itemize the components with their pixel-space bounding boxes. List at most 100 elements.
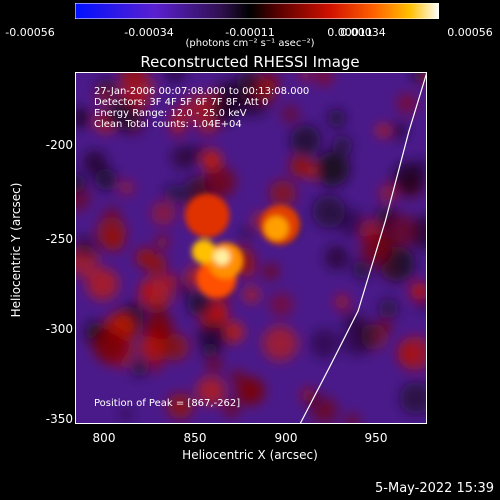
emission-blob bbox=[236, 72, 262, 96]
x-tick-label: 800 bbox=[92, 431, 116, 445]
x-tick-label: 900 bbox=[274, 431, 298, 445]
emission-blob bbox=[115, 103, 148, 135]
emission-blob bbox=[187, 290, 213, 317]
emission-blob bbox=[414, 158, 427, 172]
emission-blob bbox=[289, 156, 311, 177]
y-axis-label: Heliocentric Y (arcsec) bbox=[9, 182, 23, 318]
emission-blob bbox=[334, 294, 350, 310]
emission-blob bbox=[309, 328, 340, 359]
emission-blob bbox=[170, 119, 186, 135]
emission-blob bbox=[269, 292, 294, 317]
emission-blob bbox=[96, 216, 127, 247]
emission-blob bbox=[164, 274, 177, 286]
colorbar-tick: 0.00034 bbox=[340, 26, 386, 39]
emission-blob bbox=[180, 94, 209, 124]
emission-blob bbox=[127, 299, 147, 319]
emission-blob bbox=[204, 166, 236, 198]
emission-blob bbox=[94, 168, 118, 191]
emission-blob bbox=[376, 124, 389, 137]
y-tick-label: -200 bbox=[45, 138, 73, 152]
emission-blob bbox=[341, 325, 373, 357]
emission-blob bbox=[327, 109, 346, 128]
emission-blob bbox=[269, 179, 297, 208]
emission-blob bbox=[236, 377, 265, 406]
emission-blob bbox=[119, 72, 147, 86]
emission-blob bbox=[378, 184, 397, 203]
colorbar-tick: -0.00056 bbox=[5, 26, 55, 39]
emission-blob bbox=[83, 150, 107, 175]
emission-blob bbox=[412, 72, 427, 81]
emission-blob bbox=[262, 325, 298, 361]
emission-blob bbox=[167, 392, 194, 420]
emission-blob bbox=[263, 264, 279, 280]
emission-blob bbox=[396, 93, 418, 114]
emission-blob bbox=[290, 124, 321, 156]
source-core bbox=[185, 193, 230, 238]
y-axis: -200 -250 -300 -350 bbox=[0, 0, 73, 500]
emission-blob bbox=[229, 369, 245, 385]
emission-blob bbox=[344, 413, 360, 424]
emission-blob bbox=[170, 108, 186, 123]
emission-blob bbox=[75, 235, 97, 259]
emission-blob bbox=[163, 72, 187, 84]
emission-blob bbox=[384, 214, 417, 247]
emission-blob bbox=[390, 122, 408, 140]
emission-blob bbox=[399, 382, 427, 415]
colorbar-tick: -0.00011 bbox=[225, 26, 275, 39]
colorbar-tick: -0.00034 bbox=[124, 26, 174, 39]
emission-blob bbox=[315, 72, 333, 86]
emission-blob bbox=[96, 87, 113, 105]
emission-blob bbox=[145, 312, 174, 340]
emission-blob bbox=[299, 72, 312, 81]
emission-blob bbox=[196, 376, 226, 406]
emission-blob bbox=[119, 180, 135, 196]
emission-blob bbox=[171, 145, 196, 170]
colorbar-tick: 0.00011 bbox=[327, 26, 373, 39]
plot-area: 27-Jan-2006 00:07:08.000 to 00:13:08.000… bbox=[75, 72, 427, 424]
emission-blob bbox=[206, 356, 223, 373]
emission-blob bbox=[151, 201, 176, 226]
emission-blob bbox=[378, 298, 399, 319]
emission-blob bbox=[240, 227, 253, 240]
emission-blob bbox=[177, 281, 191, 296]
emission-blob bbox=[201, 150, 222, 170]
x-tick-label: 850 bbox=[183, 431, 207, 445]
emission-blob bbox=[197, 320, 229, 352]
emission-blob bbox=[315, 151, 350, 187]
source-core bbox=[214, 249, 230, 265]
emission-blob bbox=[119, 407, 134, 422]
emission-blob bbox=[243, 286, 260, 303]
heatmap-image bbox=[75, 72, 427, 424]
source-core bbox=[191, 239, 216, 264]
emission-blob bbox=[135, 247, 156, 268]
emission-blob bbox=[397, 335, 427, 371]
emission-blob bbox=[223, 400, 240, 417]
info-line: 27-Jan-2006 00:07:08.000 to 00:13:08.000 bbox=[94, 86, 310, 97]
emission-blob bbox=[86, 268, 119, 301]
colorbar bbox=[75, 3, 439, 19]
solar-limb-curve bbox=[299, 72, 427, 424]
emission-blob bbox=[139, 282, 155, 298]
emission-blob bbox=[410, 282, 427, 301]
source-core bbox=[264, 216, 289, 241]
peak-label: Position of Peak = [867,-262] bbox=[94, 398, 241, 409]
emission-blob bbox=[130, 358, 149, 378]
x-tick-label: 950 bbox=[364, 431, 388, 445]
x-axis-label: Heliocentric X (arcsec) bbox=[182, 448, 318, 462]
footer-date: 5-May-2022 15:39 bbox=[375, 481, 494, 496]
info-line: Energy Range: 12.0 - 25.0 keV bbox=[94, 108, 247, 119]
emission-blob bbox=[75, 107, 90, 128]
chart-title: Reconstructed RHESSI Image bbox=[140, 53, 360, 71]
emission-blob bbox=[352, 260, 372, 280]
info-line: Detectors: 3F 4F 5F 6F 7F 8F, Att 0 bbox=[94, 97, 269, 108]
colorbar-tick: 0.00056 bbox=[447, 26, 493, 39]
y-tick-label: -250 bbox=[45, 232, 73, 246]
emission-blob bbox=[75, 173, 86, 193]
colorbar-units: (photons cm⁻² s⁻¹ asec⁻²) bbox=[185, 38, 315, 49]
emission-blob bbox=[312, 195, 346, 229]
emission-blob bbox=[223, 322, 244, 343]
y-tick-label: -350 bbox=[45, 412, 73, 426]
y-tick-label: -300 bbox=[45, 322, 73, 336]
emission-blob bbox=[209, 99, 236, 126]
emission-blob bbox=[324, 245, 349, 270]
